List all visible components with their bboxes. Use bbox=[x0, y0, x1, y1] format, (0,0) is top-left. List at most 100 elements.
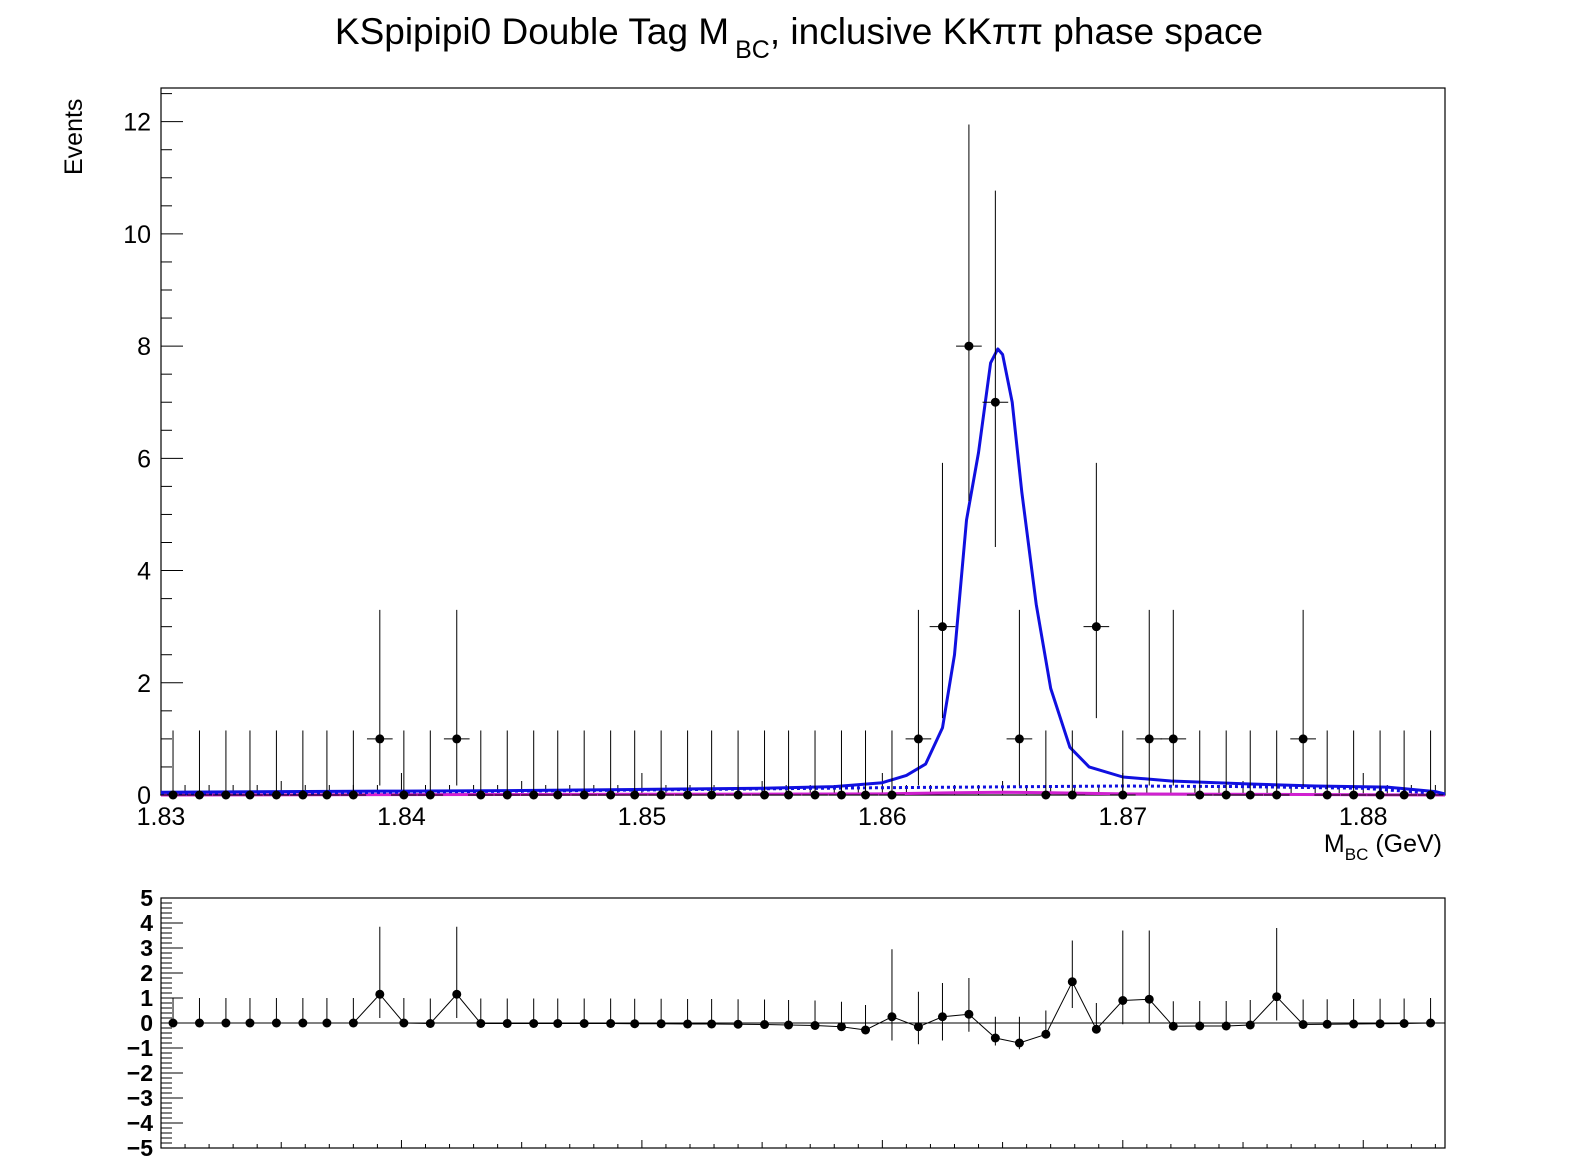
residual-point bbox=[1426, 1018, 1436, 1028]
data-point bbox=[887, 790, 897, 800]
main-plot-ticks: 1.83 1.84 1.85 1.86 1.87 1.88 0 2 4 6 8 10 12 bbox=[123, 93, 1436, 831]
data-point bbox=[322, 790, 332, 800]
residual-point bbox=[1272, 992, 1282, 1002]
data-point bbox=[784, 790, 794, 800]
data-point bbox=[964, 341, 974, 351]
data-point bbox=[1091, 622, 1101, 632]
data-point bbox=[375, 734, 385, 744]
x-tick-label: 1.87 bbox=[1098, 803, 1147, 831]
data-point bbox=[1298, 734, 1308, 744]
residual-point bbox=[1195, 1021, 1205, 1031]
residual-y-tick-label: 3 bbox=[140, 935, 153, 961]
data-point bbox=[861, 790, 871, 800]
data-point bbox=[502, 790, 512, 800]
data-point bbox=[399, 790, 409, 800]
x-tick-label: 1.85 bbox=[618, 803, 667, 831]
residual-point bbox=[502, 1019, 512, 1028]
main-plot-panel: 1.83 1.84 1.85 1.86 1.87 1.88 0 2 4 6 8 10 12 Events… bbox=[60, 87, 1446, 864]
residual-point bbox=[425, 1019, 435, 1028]
residual-point bbox=[1041, 1029, 1051, 1039]
residual-y-tick-label: −3 bbox=[127, 1085, 153, 1111]
residual-point bbox=[271, 1018, 281, 1028]
data-point bbox=[937, 622, 947, 632]
residual-point bbox=[1014, 1038, 1024, 1048]
data-point bbox=[476, 790, 486, 800]
residual-point bbox=[168, 1018, 178, 1028]
x-tick-label: 1.88 bbox=[1339, 803, 1388, 831]
y-tick-label: 0 bbox=[137, 782, 151, 810]
residual-point bbox=[784, 1020, 794, 1030]
data-point bbox=[1399, 790, 1409, 800]
y-tick-label: 4 bbox=[137, 558, 151, 586]
data-point bbox=[1272, 790, 1282, 800]
data-point bbox=[1375, 790, 1385, 800]
data-point bbox=[1067, 790, 1077, 800]
residual-point bbox=[529, 1019, 539, 1028]
data-point bbox=[810, 790, 820, 800]
residual-point bbox=[913, 1022, 923, 1032]
data-point bbox=[656, 790, 666, 800]
residual-point bbox=[656, 1019, 666, 1029]
x-axis-label-subscript: BC bbox=[1345, 845, 1369, 864]
data-point bbox=[683, 790, 693, 800]
residual-y-tick-label: 5 bbox=[140, 885, 153, 911]
residual-point bbox=[476, 1019, 486, 1028]
residual-point bbox=[861, 1025, 871, 1035]
data-point bbox=[579, 790, 589, 800]
main-plot-frame bbox=[160, 87, 1446, 796]
data-point bbox=[298, 790, 308, 800]
residual-y-tick-label: 4 bbox=[140, 910, 153, 936]
y-tick-label: 10 bbox=[123, 221, 151, 249]
residual-point bbox=[760, 1020, 770, 1029]
x-tick-label: 1.83 bbox=[137, 803, 186, 831]
data-point bbox=[452, 734, 462, 744]
chart-title-suffix: , inclusive KKππ phase space bbox=[770, 11, 1263, 52]
residual-point bbox=[707, 1019, 717, 1029]
data-point bbox=[1041, 790, 1051, 800]
residual-point bbox=[1091, 1024, 1101, 1034]
residual-line bbox=[173, 980, 1431, 1044]
data-point bbox=[194, 790, 204, 800]
residual-point bbox=[1067, 977, 1077, 987]
residual-y-tick-label: −2 bbox=[127, 1060, 153, 1086]
residual-point bbox=[964, 1009, 974, 1019]
data-point bbox=[1014, 734, 1024, 744]
residual-y-tick-label: 1 bbox=[140, 985, 153, 1011]
residual-point bbox=[579, 1019, 589, 1028]
data-point bbox=[1168, 734, 1178, 744]
residual-point bbox=[1298, 1020, 1308, 1029]
residual-point bbox=[683, 1019, 693, 1029]
residual-point bbox=[1245, 1020, 1255, 1030]
data-point bbox=[1118, 790, 1128, 800]
residual-point bbox=[1221, 1021, 1231, 1031]
chart-title-prefix: KSpipipi0 Double Tag M bbox=[335, 11, 729, 52]
residual-point bbox=[1349, 1019, 1359, 1029]
residual-point bbox=[298, 1018, 308, 1028]
data-point bbox=[168, 790, 178, 800]
data-point bbox=[913, 734, 923, 744]
y-tick-label: 2 bbox=[137, 670, 151, 698]
data-point bbox=[348, 790, 358, 800]
x-axis-label: MBC (GeV) bbox=[1324, 830, 1442, 864]
data-point bbox=[271, 790, 281, 800]
total-fit-curve bbox=[160, 347, 1446, 796]
data-point bbox=[1221, 790, 1231, 800]
residual-point bbox=[1168, 1021, 1178, 1031]
data-point bbox=[425, 790, 435, 800]
x-axis-label-main: M bbox=[1324, 830, 1345, 858]
data-point bbox=[630, 790, 640, 800]
residual-point bbox=[630, 1019, 640, 1029]
residual-point bbox=[937, 1012, 947, 1022]
residual-point bbox=[1118, 996, 1128, 1005]
residual-point bbox=[322, 1018, 332, 1028]
residual-point bbox=[245, 1018, 255, 1028]
residual-point bbox=[887, 1012, 897, 1022]
data-point bbox=[1245, 790, 1255, 800]
data-point bbox=[553, 790, 563, 800]
residual-point bbox=[452, 989, 462, 999]
data-point bbox=[606, 790, 616, 800]
residual-plot-marks bbox=[161, 926, 1445, 1050]
chart-title-subscript: BC bbox=[735, 36, 770, 64]
